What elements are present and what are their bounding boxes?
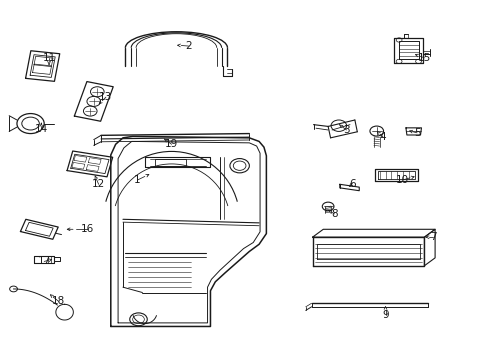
Text: 15: 15 xyxy=(417,53,430,63)
Text: 10: 10 xyxy=(395,175,408,185)
Text: 19: 19 xyxy=(164,139,178,149)
Text: 18: 18 xyxy=(52,296,65,306)
Text: 11: 11 xyxy=(42,53,56,63)
Text: 9: 9 xyxy=(382,310,388,320)
Text: 4: 4 xyxy=(379,132,386,142)
Text: 12: 12 xyxy=(92,179,105,189)
Text: 14: 14 xyxy=(35,124,48,134)
Text: 3: 3 xyxy=(343,125,349,135)
Text: 7: 7 xyxy=(429,232,436,242)
Text: 8: 8 xyxy=(330,209,337,219)
Text: 16: 16 xyxy=(81,224,94,234)
Text: 2: 2 xyxy=(185,41,191,51)
Text: 5: 5 xyxy=(413,128,420,138)
Text: 13: 13 xyxy=(99,92,112,102)
Text: 17: 17 xyxy=(38,256,51,266)
Text: 6: 6 xyxy=(348,179,355,189)
Text: 1: 1 xyxy=(134,175,141,185)
